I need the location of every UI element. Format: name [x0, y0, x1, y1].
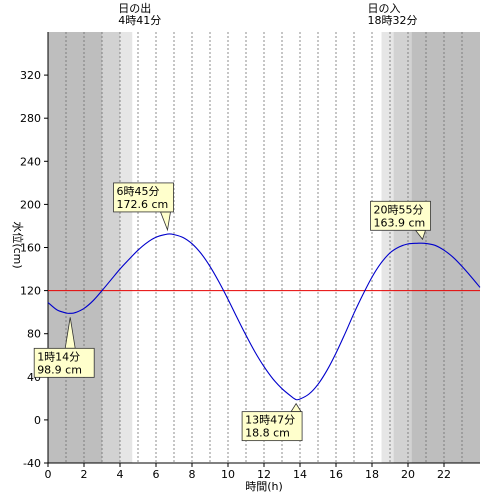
callout-time: 1時14分 — [37, 350, 80, 363]
y-tick-label: 80 — [27, 328, 41, 341]
sun-event-time: 18時32分 — [368, 14, 418, 27]
y-tick-label: -40 — [23, 457, 41, 470]
x-axis-label: 時間(h) — [245, 480, 283, 493]
y-tick-label: 320 — [20, 69, 41, 82]
callout-time: 20時55分 — [374, 203, 424, 216]
x-tick-label: 14 — [293, 468, 307, 481]
sun-event-time: 4時41分 — [118, 14, 161, 27]
x-tick-label: 22 — [437, 468, 451, 481]
night-shade-band — [393, 32, 412, 463]
x-tick-label: 20 — [401, 468, 415, 481]
x-tick-label: 2 — [81, 468, 88, 481]
sun-event-label: 日の入 — [368, 2, 401, 15]
y-axis-label: 水位(cm) — [11, 221, 25, 268]
callout-value: 18.8 cm — [245, 427, 290, 440]
night-shade-band — [48, 32, 102, 463]
callout-value: 98.9 cm — [37, 363, 82, 376]
y-tick-label: 240 — [20, 155, 41, 168]
x-tick-label: 12 — [257, 468, 271, 481]
x-tick-label: 0 — [45, 468, 52, 481]
y-tick-label: 200 — [20, 198, 41, 211]
tide-series-line — [47, 233, 481, 401]
night-shade-band — [411, 32, 480, 463]
night-shade-band — [102, 32, 120, 463]
callout-time: 6時45分 — [117, 185, 160, 198]
callout-box — [370, 200, 431, 231]
callout-value: 172.6 cm — [117, 198, 169, 211]
night-shade-band — [120, 32, 133, 463]
y-tick-label: 0 — [34, 414, 41, 427]
night-shade-band — [381, 32, 394, 463]
x-tick-label: 4 — [117, 468, 124, 481]
x-tick-label: 8 — [189, 468, 196, 481]
callout-box — [113, 182, 174, 213]
y-tick-label: 160 — [20, 242, 41, 255]
x-tick-label: 16 — [329, 468, 343, 481]
x-tick-label: 18 — [365, 468, 379, 481]
sun-event-label: 日の出 — [118, 1, 151, 15]
callout-time: 13時47分 — [245, 414, 295, 427]
x-tick-label: 10 — [221, 468, 235, 481]
y-tick-label: 120 — [20, 285, 41, 298]
y-tick-label: 280 — [20, 112, 41, 125]
x-tick-label: 6 — [153, 468, 160, 481]
callout-box — [241, 411, 303, 442]
callout-box — [33, 347, 95, 378]
callout-value: 163.9 cm — [374, 216, 426, 229]
